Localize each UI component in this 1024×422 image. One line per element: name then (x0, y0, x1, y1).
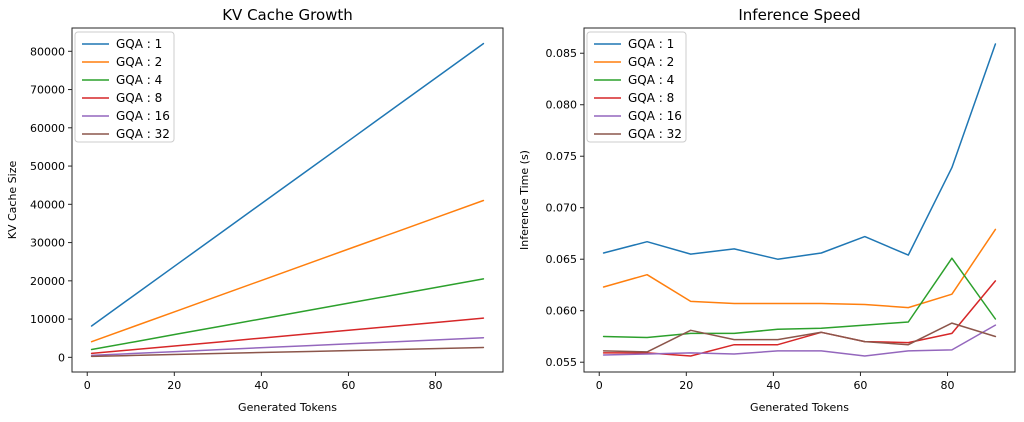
series-line-gqa-1 (90, 42, 485, 327)
series-line-gqa-32 (90, 346, 485, 358)
x-tick-label: 40 (766, 379, 780, 392)
x-tick-label: 80 (429, 379, 443, 392)
y-tick-label: 0.075 (546, 150, 578, 163)
y-axis-label: KV Cache Size (6, 161, 19, 240)
y-tick-label: 0.055 (546, 356, 578, 369)
y-tick-label: 40000 (30, 198, 65, 211)
x-tick-label: 20 (167, 379, 181, 392)
legend-label: GQA : 8 (116, 91, 162, 105)
inference-speed-panel: 0 20 40 60 80 0.055 0.060 0.065 0.070 0.075 0.080 0… (512, 0, 1024, 422)
x-tick-label: 20 (679, 379, 693, 392)
series-line-gqa-8 (602, 280, 997, 357)
y-tick-label: 60000 (30, 122, 65, 135)
x-axis-label: Generated Tokens (238, 401, 337, 414)
legend-label: GQA : 2 (628, 55, 674, 69)
y-tick-label: 70000 (30, 84, 65, 97)
legend-label: GQA : 32 (116, 127, 170, 141)
x-tick-label: 60 (341, 379, 355, 392)
x-tick-label: 0 (596, 379, 603, 392)
legend-label: GQA : 8 (628, 91, 674, 105)
y-tick-label: 0.080 (546, 99, 578, 112)
legend-label: GQA : 2 (116, 55, 162, 69)
series-line-gqa-16 (602, 324, 997, 357)
y-axis-label: Inference Time (s) (518, 150, 531, 250)
series-line-gqa-32 (602, 322, 997, 353)
legend: GQA : 1 GQA : 2 GQA : 4 GQA : 8 GQA : 16 GQA … (74, 31, 175, 143)
legend-box (74, 31, 175, 143)
series-line-gqa-1 (602, 43, 997, 260)
legend-label: GQA : 1 (628, 37, 674, 51)
kv-cache-growth-panel: 0 20 40 60 80 0 10000 20000 30000 40000 50000 60000… (6, 6, 504, 414)
legend-label: GQA : 32 (628, 127, 682, 141)
x-tick-label: 0 (84, 379, 91, 392)
chart-title: KV Cache Growth (222, 6, 353, 24)
legend-label: GQA : 16 (116, 109, 170, 123)
y-tick-label: 0.060 (546, 305, 578, 318)
y-tick-label: 20000 (30, 275, 65, 288)
legend-label: GQA : 16 (628, 109, 682, 123)
x-tick-label: 40 (254, 379, 268, 392)
y-tick-label: 0.070 (546, 202, 578, 215)
legend: GQA : 1 GQA : 2 GQA : 4 GQA : 8 GQA : 16 GQA … (586, 31, 687, 143)
series-line-gqa-2 (602, 228, 997, 309)
y-tick-label: 0.085 (546, 47, 578, 60)
series-line-gqa-2 (90, 199, 485, 343)
y-tick-label: 0 (58, 351, 65, 364)
x-tick-label: 80 (941, 379, 955, 392)
y-tick-label: 80000 (30, 45, 65, 58)
x-axis-label: Generated Tokens (750, 401, 849, 414)
inference-speed-chart: 0 20 40 60 80 0.055 0.060 0.065 0.070 0.075 0.080 0… (518, 6, 1016, 414)
y-tick-label: 50000 (30, 160, 65, 173)
series-line-gqa-4 (90, 278, 485, 351)
chart-title: Inference Speed (738, 6, 860, 24)
legend-label: GQA : 4 (628, 73, 674, 87)
kv-cache-growth-chart: 0 20 40 60 80 0 10000 20000 30000 40000 50000 60000… (6, 6, 504, 414)
legend-box (586, 31, 687, 143)
y-tick-label: 30000 (30, 237, 65, 250)
series-line-gqa-4 (602, 257, 997, 339)
y-tick-label: 0.065 (546, 253, 578, 266)
y-tick-label: 10000 (30, 313, 65, 326)
x-tick-label: 60 (853, 379, 867, 392)
series-line-gqa-16 (90, 336, 485, 357)
legend-label: GQA : 4 (116, 73, 162, 87)
series-line-gqa-8 (90, 317, 485, 355)
legend-label: GQA : 1 (116, 37, 162, 51)
